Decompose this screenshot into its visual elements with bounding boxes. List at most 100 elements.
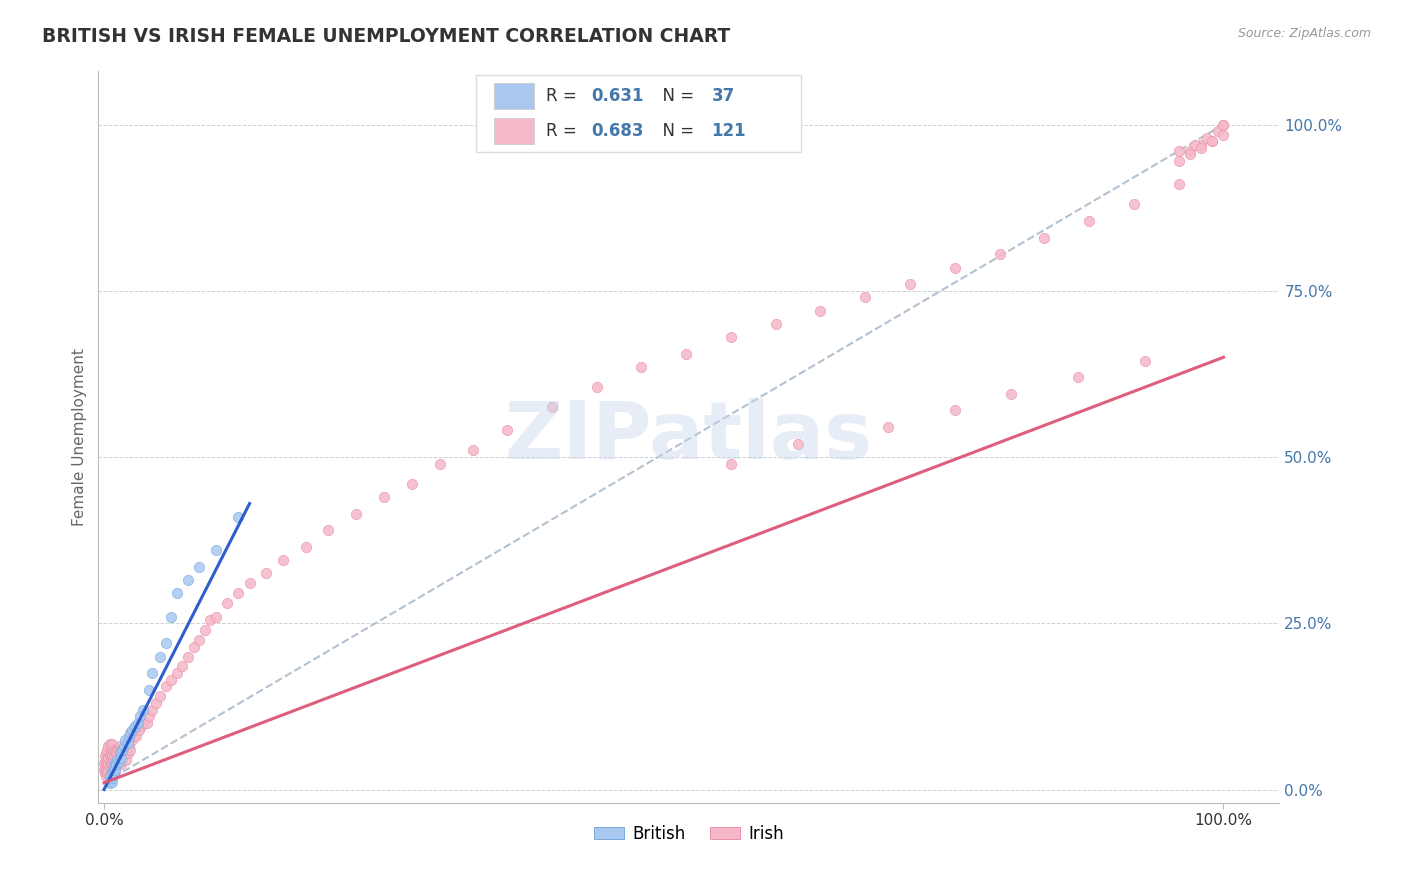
FancyBboxPatch shape	[494, 83, 534, 109]
Irish	[96, 765, 118, 780]
Irish	[110, 757, 132, 772]
British	[101, 771, 124, 785]
Irish	[141, 703, 163, 717]
Irish	[128, 723, 150, 737]
Irish	[105, 759, 128, 773]
FancyBboxPatch shape	[494, 118, 534, 144]
Irish	[135, 716, 157, 731]
Irish	[720, 330, 742, 344]
Irish	[101, 763, 124, 777]
Text: Source: ZipAtlas.com: Source: ZipAtlas.com	[1237, 27, 1371, 40]
British	[104, 756, 127, 770]
British	[149, 649, 172, 664]
British	[101, 768, 124, 782]
British	[105, 757, 128, 772]
British	[98, 772, 121, 787]
British	[111, 742, 134, 756]
Irish	[401, 476, 423, 491]
Irish	[1078, 214, 1101, 228]
Text: R =: R =	[546, 87, 582, 105]
Irish	[117, 746, 139, 760]
Irish	[96, 759, 118, 773]
Irish	[1206, 124, 1229, 138]
Irish	[898, 277, 921, 292]
Irish	[166, 666, 188, 681]
Irish	[93, 763, 115, 777]
Irish	[110, 742, 132, 756]
Irish	[138, 709, 160, 723]
Irish	[720, 457, 742, 471]
Irish	[271, 553, 294, 567]
Text: N =: N =	[652, 87, 700, 105]
Irish	[97, 750, 120, 764]
Irish	[107, 742, 129, 756]
Irish	[1184, 137, 1206, 152]
Irish	[1189, 137, 1212, 152]
Irish	[765, 317, 787, 331]
FancyBboxPatch shape	[477, 75, 801, 152]
Irish	[129, 719, 152, 733]
Irish	[111, 753, 134, 767]
British	[107, 753, 129, 767]
Irish	[134, 716, 156, 731]
Irish	[630, 360, 652, 375]
Irish	[1189, 141, 1212, 155]
Irish	[96, 763, 118, 777]
Irish	[101, 747, 124, 762]
Irish	[96, 742, 118, 756]
Y-axis label: Female Unemployment: Female Unemployment	[72, 348, 87, 526]
Irish	[125, 729, 148, 743]
Irish	[1122, 197, 1144, 211]
Irish	[103, 761, 125, 775]
Irish	[117, 739, 139, 754]
Irish	[101, 764, 124, 778]
Irish	[675, 347, 697, 361]
Irish	[98, 761, 121, 775]
British	[205, 543, 228, 558]
Irish	[101, 737, 124, 751]
British	[101, 763, 124, 777]
British	[160, 609, 183, 624]
Text: ZIPatlas: ZIPatlas	[505, 398, 873, 476]
Irish	[1195, 131, 1218, 145]
Irish	[107, 744, 129, 758]
Irish	[115, 753, 138, 767]
British	[128, 709, 150, 723]
Irish	[1000, 387, 1022, 401]
Irish	[200, 613, 222, 627]
Irish	[1167, 154, 1189, 169]
Irish	[1167, 144, 1189, 158]
British	[124, 719, 146, 733]
Irish	[853, 290, 876, 304]
Irish	[1067, 370, 1090, 384]
Irish	[104, 764, 127, 778]
Irish	[943, 260, 966, 275]
Irish	[107, 757, 129, 772]
Irish	[1178, 144, 1201, 158]
Irish	[94, 765, 117, 780]
Irish	[108, 755, 131, 769]
Irish	[104, 744, 127, 758]
Irish	[118, 742, 141, 756]
British	[103, 765, 125, 780]
British	[141, 666, 163, 681]
Irish	[585, 380, 607, 394]
Irish	[228, 586, 250, 600]
Irish	[294, 540, 316, 554]
Irish	[103, 749, 125, 764]
British	[112, 739, 135, 754]
Irish	[122, 729, 145, 743]
Irish	[101, 756, 124, 770]
Irish	[540, 400, 562, 414]
Irish	[1033, 230, 1056, 244]
Irish	[254, 566, 277, 581]
Irish	[1212, 118, 1234, 132]
Legend: British, Irish: British, Irish	[586, 818, 792, 849]
Irish	[810, 303, 832, 318]
Irish	[94, 749, 117, 764]
Irish	[98, 737, 121, 751]
Irish	[496, 424, 519, 438]
Irish	[107, 756, 129, 770]
British	[177, 573, 200, 587]
Irish	[115, 736, 138, 750]
